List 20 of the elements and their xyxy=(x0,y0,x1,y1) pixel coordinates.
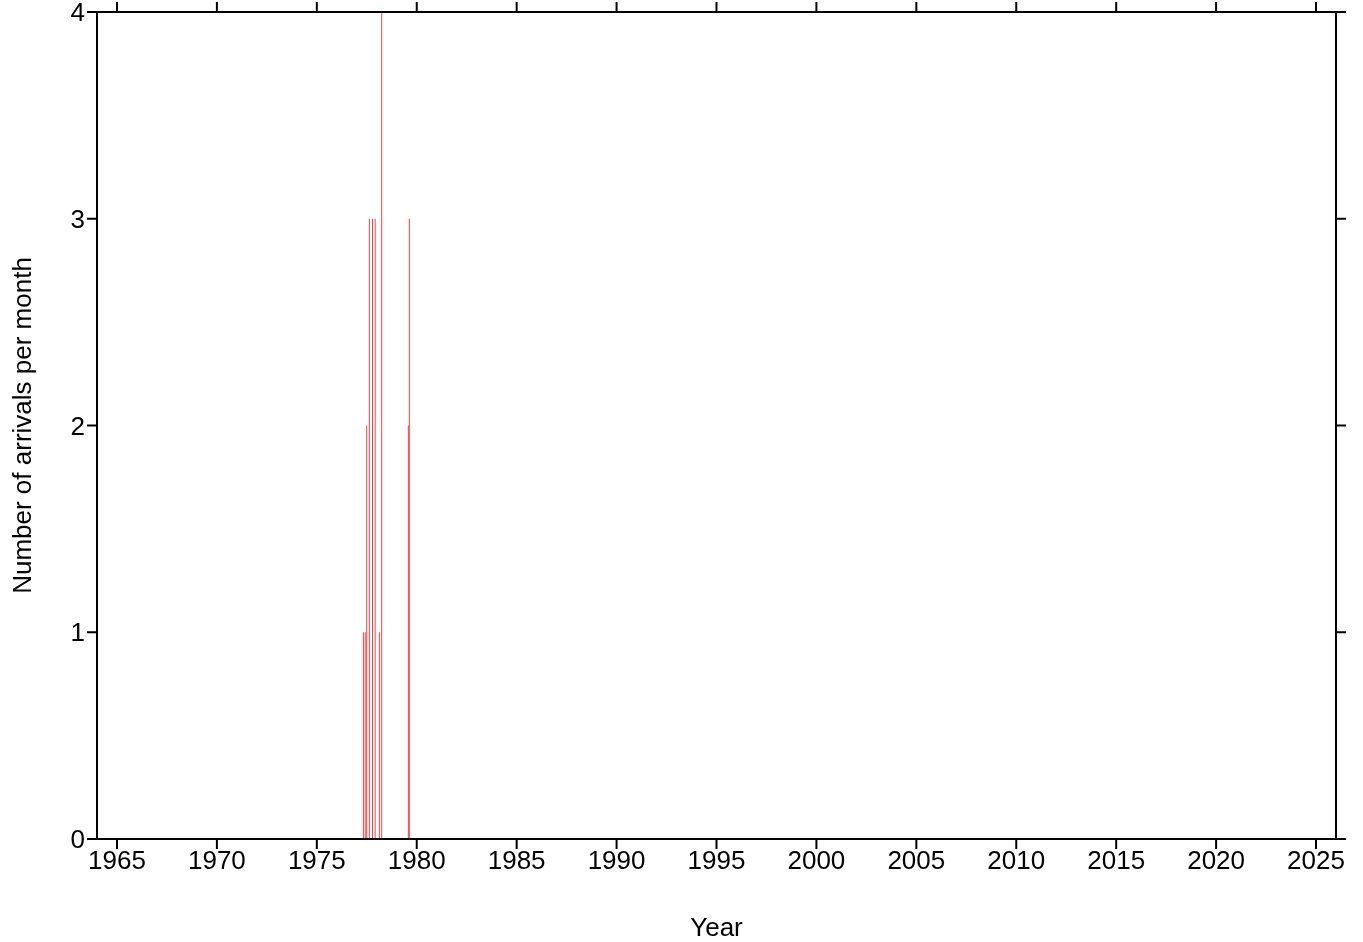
x-tick-label: 2005 xyxy=(887,845,946,876)
x-tick-label: 2010 xyxy=(987,845,1046,876)
x-tick-label: 1980 xyxy=(387,845,446,876)
x-tick-label: 2025 xyxy=(1287,845,1345,876)
x-tick-label: 1965 xyxy=(88,845,146,876)
x-axis-title: Year xyxy=(690,912,744,942)
y-tick-label: 4 xyxy=(70,0,85,28)
x-tick-label: 2020 xyxy=(1187,845,1246,876)
x-tick-label: 1985 xyxy=(487,845,546,876)
x-tick-label: 1975 xyxy=(287,845,346,876)
y-tick-label: 2 xyxy=(70,410,85,441)
x-tick-label: 2000 xyxy=(787,845,846,876)
x-tick-label: 1995 xyxy=(687,845,746,876)
y-tick-label: 0 xyxy=(70,824,85,855)
x-tick-label: 1970 xyxy=(187,845,246,876)
x-tick-label: 1990 xyxy=(587,845,646,876)
y-tick-label: 1 xyxy=(70,617,85,648)
y-tick-label: 3 xyxy=(70,203,85,234)
x-tick-label: 2015 xyxy=(1087,845,1146,876)
y-axis-title: Number of arrivals per month xyxy=(7,257,37,594)
